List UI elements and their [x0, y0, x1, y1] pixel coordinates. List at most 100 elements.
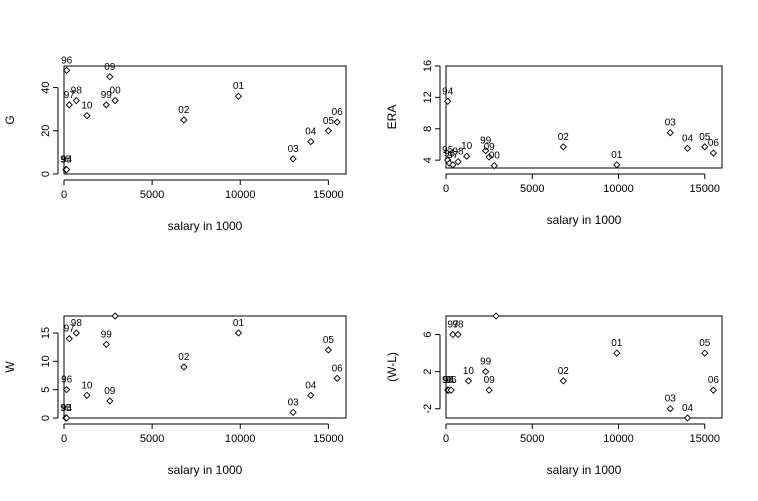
- x-tick-label: 0: [61, 433, 67, 445]
- data-point-label: 97: [64, 324, 76, 335]
- data-point: [106, 397, 114, 405]
- data-point: [63, 66, 71, 74]
- data-point-label: 01: [233, 81, 245, 92]
- x-tick-label: 0: [61, 189, 67, 201]
- data-point-label: 05: [323, 116, 335, 127]
- plot-frame: [63, 315, 347, 419]
- data-point-label: 06: [332, 363, 344, 374]
- data-point: [666, 405, 674, 413]
- y-axis: 0 5 10 15 W: [3, 327, 59, 421]
- data-point: [701, 143, 709, 151]
- y-tick-label: 16: [422, 60, 434, 72]
- x-tick-label: 0: [443, 183, 449, 195]
- data-point-label: 01: [611, 150, 623, 161]
- x-axis-label: salary in 1000: [168, 463, 243, 477]
- data-point-label: 05: [323, 335, 335, 346]
- y-tick-label: 4: [422, 157, 434, 163]
- data-point-label: 01: [233, 318, 245, 329]
- x-tick-label: 15000: [313, 433, 344, 445]
- x-tick-label: 15000: [689, 433, 720, 445]
- x-tick-label: 15000: [313, 189, 344, 201]
- x-tick-label: 5000: [140, 189, 164, 201]
- data-point: [289, 155, 297, 163]
- data-point: [559, 377, 567, 385]
- data-point-label: 09: [484, 375, 496, 386]
- data-point-label: 10: [461, 141, 473, 152]
- data-point: [333, 374, 341, 382]
- data-point-label: 97: [447, 150, 459, 161]
- y-axis-label: W: [3, 361, 17, 373]
- data-point-label: 04: [305, 380, 317, 391]
- data-point-label: 10: [81, 101, 93, 112]
- data-point: [482, 367, 490, 376]
- x-axis: 0 5000 10000 15000 salary in 1000: [443, 423, 720, 477]
- data-point: [289, 408, 297, 416]
- data-point-label: 98: [453, 147, 465, 158]
- x-tick-label: 5000: [520, 433, 544, 445]
- data-point: [63, 166, 71, 174]
- scatter-panel-4: 0 5000 10000 15000 salary in 1000 -2 2 6 (W-L) 95…: [385, 312, 723, 477]
- y-tick-label: 20: [40, 125, 52, 137]
- x-axis-label: salary in 1000: [547, 213, 622, 227]
- y-tick-label: -2: [422, 404, 434, 414]
- data-point-label: 99: [101, 329, 113, 340]
- data-point-label: 98: [453, 320, 465, 331]
- data-point-label: 06: [708, 138, 720, 149]
- data-point-label: 02: [178, 352, 190, 363]
- data-point: [324, 346, 333, 354]
- data-point: [464, 377, 473, 385]
- data-point-label: 09: [484, 142, 496, 153]
- plot-frame: [63, 65, 347, 175]
- data-point-label: 09: [104, 62, 116, 73]
- y-tick-label: 10: [40, 355, 52, 367]
- y-tick-label: 15: [40, 327, 52, 339]
- data-point-label: 97: [64, 90, 76, 101]
- y-axis: 4 8 12 16 ERA: [385, 60, 441, 163]
- data-point: [72, 96, 80, 105]
- x-tick-label: 10000: [603, 183, 634, 195]
- data-point-label: 96: [444, 148, 456, 159]
- data-point-label: 02: [178, 105, 190, 116]
- data-point-label: 03: [665, 394, 677, 405]
- data-point-label: 05: [699, 132, 711, 143]
- data-point-label: 94: [442, 86, 454, 97]
- data-point-label: 06: [708, 375, 720, 386]
- data-point-label: 03: [288, 144, 300, 155]
- data-point: [485, 386, 493, 394]
- data-point-label: 03: [288, 397, 300, 408]
- data-point-label: 05: [699, 338, 711, 349]
- data-point: [490, 162, 498, 170]
- data-point: [307, 137, 315, 146]
- data-point: [102, 101, 110, 109]
- data-point: [482, 147, 490, 155]
- data-point-label: 99: [480, 136, 492, 147]
- data-point: [613, 161, 621, 169]
- x-tick-label: 5000: [140, 433, 164, 445]
- data-point-label: 98: [71, 86, 83, 97]
- y-tick-label: 12: [422, 91, 434, 103]
- x-tick-label: 10000: [225, 189, 256, 201]
- y-axis-label: G: [3, 115, 17, 124]
- data-point: [463, 152, 471, 160]
- y-tick-label: 0: [40, 171, 52, 177]
- data-point: [106, 73, 114, 81]
- data-point: [709, 386, 718, 394]
- data-point: [492, 312, 500, 320]
- data-point-label: 96: [61, 55, 73, 66]
- data-point-label: 94: [443, 375, 455, 386]
- x-tick-label: 0: [443, 433, 449, 445]
- data-point-label: 98: [71, 318, 83, 329]
- data-point: [65, 101, 73, 109]
- data-point: [447, 386, 455, 394]
- data-point: [613, 349, 621, 357]
- x-axis: 0 5000 10000 15000 salary in 1000: [61, 423, 344, 477]
- data-point-label: 09: [104, 386, 116, 397]
- data-point: [180, 363, 188, 371]
- data-point-label: 99: [101, 90, 113, 101]
